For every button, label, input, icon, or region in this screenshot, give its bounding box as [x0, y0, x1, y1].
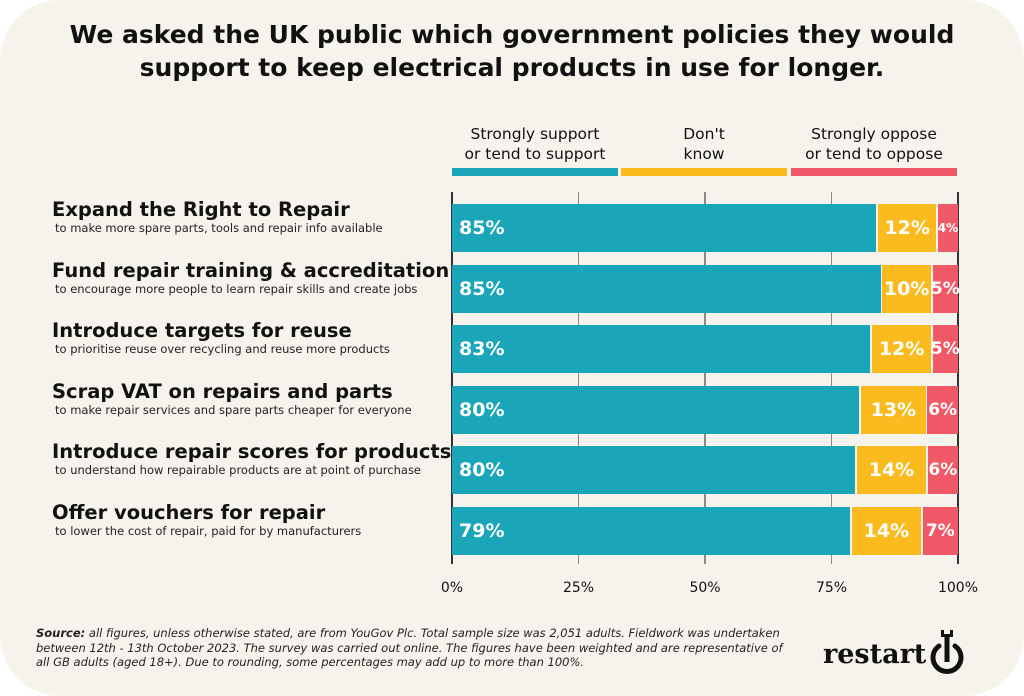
gridline — [830, 192, 833, 564]
legend-swatch-support — [452, 168, 618, 176]
bar-oppose: 5% — [930, 264, 960, 313]
bar-don-t-know: 12% — [871, 325, 932, 373]
title-line: We asked the UK public which government … — [69, 20, 955, 49]
legend-text: or tend to support — [464, 145, 606, 163]
bar-don-t-know: 14% — [851, 506, 922, 555]
x-tick-label: 50% — [689, 580, 721, 596]
category-title: Introduce repair scores for products — [52, 440, 452, 463]
category-title: Expand the Right to Repair — [52, 198, 350, 221]
gridline — [451, 192, 453, 564]
x-tick-label: 100% — [937, 580, 979, 596]
gridline — [957, 192, 959, 564]
bar-value-label: 14% — [868, 459, 915, 481]
bar-oppose: 4% — [938, 204, 958, 252]
bar-value-label: 83% — [459, 338, 505, 360]
bar-value-label: 14% — [863, 519, 910, 542]
legend-support: Strongly support or tend to support — [452, 124, 618, 164]
bar-value-label: 4% — [937, 221, 959, 235]
bar-value-label: 5% — [930, 278, 960, 299]
category-title: Offer vouchers for repair — [52, 500, 326, 524]
bar-oppose: 6% — [927, 446, 958, 494]
bar-support: 80% — [452, 385, 860, 434]
category-subtitle: to make repair services and spare parts … — [55, 402, 412, 417]
legend-text: Don't — [683, 125, 725, 143]
x-tick-label: 0% — [440, 580, 464, 596]
bar-value-label: 5% — [930, 339, 960, 359]
bar-value-label: 85% — [459, 277, 505, 300]
category-label: Expand the Right to Repair to make more s… — [52, 198, 383, 235]
bar-value-label: 80% — [459, 459, 505, 481]
bar-support: 85% — [452, 204, 877, 252]
legend-text: Strongly support — [470, 125, 600, 143]
legend-dontknow: Don't know — [621, 124, 787, 164]
bar-value-label: 6% — [928, 399, 958, 420]
bar-support: 79% — [452, 506, 851, 555]
x-tick-label: 25% — [562, 580, 595, 596]
x-tick-label: 75% — [815, 580, 848, 596]
category-label: Scrap VAT on repairs and parts to make re… — [52, 380, 412, 417]
restart-logo: restart — [823, 628, 964, 680]
category-label: Introduce repair scores for products to u… — [52, 440, 451, 477]
category-subtitle: to understand how repairable products ar… — [55, 463, 422, 477]
logo-text: restart — [823, 638, 927, 670]
bar-value-label: 80% — [459, 398, 505, 421]
power-wrench-icon — [930, 630, 964, 674]
bar-support: 80% — [452, 446, 856, 494]
bar-value-label: 6% — [928, 460, 958, 480]
category-subtitle: to encourage more people to learn repair… — [55, 281, 418, 296]
bar-don-t-know: 12% — [877, 204, 937, 252]
category-label: Introduce targets for reuse to prioritise… — [52, 319, 390, 356]
category-label: Offer vouchers for repair to lower the co… — [52, 501, 361, 538]
bar-support: 83% — [452, 325, 871, 373]
legend-oppose: Strongly oppose or tend to oppose — [791, 124, 957, 164]
bar-value-label: 12% — [884, 217, 930, 239]
bar-support: 85% — [452, 264, 881, 313]
legend-text: know — [683, 145, 725, 163]
legend-swatch-oppose — [791, 168, 957, 176]
bar-don-t-know: 14% — [856, 446, 927, 494]
plot-area: 85% 12% 4% 85% 10% 5% 83% 12% 5% 80% 13% 6% 80% 14% 6%… — [451, 192, 960, 564]
bar-oppose: 7% — [922, 506, 958, 555]
category-subtitle: to prioritise reuse over recycling and r… — [55, 342, 390, 356]
legend-swatch-dontknow — [621, 168, 787, 176]
chart-title: We asked the UK public which government … — [0, 18, 1024, 84]
gridline — [704, 192, 706, 564]
bar-value-label: 12% — [878, 338, 925, 360]
source-text: all figures, unless otherwise stated, ar… — [36, 626, 783, 669]
bar-don-t-know: 10% — [882, 264, 932, 313]
bar-value-label: 7% — [925, 520, 955, 541]
bar-value-label: 79% — [459, 519, 505, 542]
category-title: Fund repair training & accreditation — [52, 258, 450, 282]
gridline — [577, 192, 580, 564]
bar-value-label: 10% — [883, 277, 930, 300]
legend-text: or tend to oppose — [805, 145, 943, 163]
bar-don-t-know: 13% — [860, 385, 926, 434]
bar-value-label: 85% — [459, 217, 505, 239]
bar-oppose: 6% — [927, 385, 958, 434]
source-label: Source: — [36, 626, 86, 640]
bar-oppose: 5% — [930, 325, 960, 373]
category-title: Scrap VAT on repairs and parts — [52, 379, 393, 403]
source-note: Source: all figures, unless otherwise st… — [36, 626, 796, 670]
title-line: support to keep electrical products in u… — [139, 53, 885, 82]
category-subtitle: to make more spare parts, tools and repa… — [55, 221, 383, 235]
bar-value-label: 13% — [870, 398, 917, 421]
category-subtitle: to lower the cost of repair, paid for by… — [55, 523, 362, 538]
legend-text: Strongly oppose — [811, 125, 937, 143]
category-label: Fund repair training & accreditation to e… — [52, 259, 449, 296]
category-title: Introduce targets for reuse — [52, 319, 352, 342]
